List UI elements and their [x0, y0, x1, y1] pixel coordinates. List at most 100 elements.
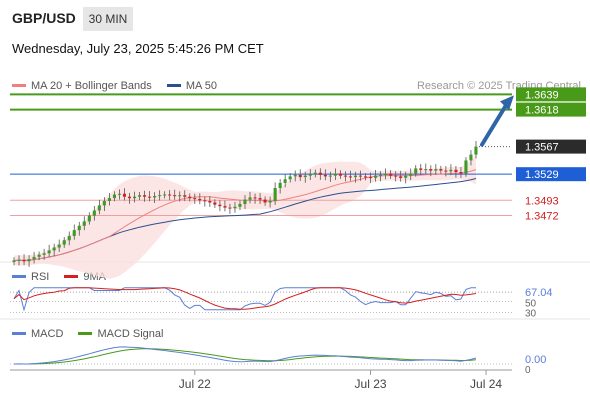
candle-body	[293, 174, 297, 177]
candle-body	[333, 173, 337, 176]
candle-body	[469, 154, 473, 161]
candle-body	[348, 176, 352, 178]
candle-body	[148, 196, 152, 198]
candle	[178, 191, 182, 202]
candle	[303, 171, 307, 183]
candle	[97, 199, 101, 215]
candle-body	[22, 259, 26, 262]
candle	[62, 236, 66, 248]
candle-body	[394, 175, 398, 177]
candle	[459, 167, 463, 178]
candle-body	[474, 146, 478, 155]
candle-body	[414, 168, 418, 174]
candle	[454, 165, 458, 178]
candle-body	[449, 169, 453, 172]
candle	[138, 191, 142, 200]
legend-label-ma20: MA 20 + Bollinger Bands	[31, 80, 152, 92]
candle	[163, 191, 167, 199]
candle	[389, 170, 393, 179]
legend-swatch-ma50	[166, 83, 181, 87]
candle-body	[97, 205, 101, 211]
candle	[77, 221, 81, 236]
candle	[308, 169, 312, 181]
candle	[298, 169, 302, 181]
candle-body	[288, 176, 292, 180]
candle	[117, 189, 121, 200]
candle	[22, 254, 26, 266]
candle	[258, 193, 262, 205]
candle-body	[158, 195, 162, 197]
candle	[394, 171, 398, 182]
candle	[469, 150, 473, 166]
candle-body	[409, 173, 413, 176]
candle	[278, 179, 282, 194]
candle	[243, 195, 247, 209]
candle	[203, 196, 207, 207]
candle-body	[117, 193, 121, 195]
timeframe-badge[interactable]: 30 MIN	[83, 7, 133, 31]
candle	[293, 170, 297, 182]
legend-swatch-9ma	[64, 274, 79, 278]
level-tag	[516, 87, 586, 102]
candle	[253, 193, 257, 204]
candle	[429, 165, 433, 177]
candle-body	[57, 244, 61, 248]
candle	[419, 163, 423, 175]
candle-body	[253, 197, 257, 199]
candle	[17, 255, 21, 266]
bollinger-band	[14, 154, 476, 279]
candle	[464, 157, 468, 177]
legend-item-ma20-bollinger: MA 20 + Bollinger Bands	[12, 80, 155, 92]
candle	[158, 190, 162, 201]
legend-item-rsi: RSI	[12, 271, 52, 283]
candle	[364, 173, 368, 181]
candle	[87, 212, 91, 225]
candle-body	[168, 194, 172, 196]
level-tag-label: 1.3529	[525, 169, 559, 181]
candle-body	[298, 174, 302, 178]
candle-body	[303, 175, 307, 178]
candle	[273, 182, 277, 205]
candle	[318, 168, 322, 180]
candle	[434, 164, 438, 175]
candle-body	[198, 198, 202, 201]
candle	[32, 251, 36, 264]
candle	[208, 196, 212, 207]
rsi-9ma-line	[13, 287, 477, 310]
candle	[173, 189, 177, 200]
legend-label-macd-signal: MACD Signal	[97, 328, 164, 340]
legend-label-ma50: MA 50	[185, 80, 218, 92]
candle-body	[258, 198, 262, 200]
candle	[379, 171, 383, 182]
candle	[122, 188, 126, 201]
candle	[12, 257, 16, 266]
legend-label-macd: MACD	[31, 328, 64, 340]
candle	[168, 190, 172, 201]
candle	[444, 166, 448, 177]
candle	[439, 165, 443, 174]
candle-body	[233, 206, 237, 209]
candle	[133, 191, 137, 203]
candle	[233, 201, 237, 213]
candle-body	[67, 235, 71, 241]
candle-body	[429, 169, 433, 171]
candle-body	[72, 230, 76, 236]
candle-body	[77, 225, 81, 231]
candle-body	[208, 201, 212, 203]
candle-body	[213, 202, 217, 205]
level-tag-label: 1.3639	[525, 89, 559, 101]
candle-body	[203, 200, 207, 202]
candle-body	[238, 203, 242, 207]
candle	[112, 191, 116, 202]
candle-body	[173, 195, 177, 197]
candle-body	[263, 199, 267, 203]
candle	[404, 171, 408, 184]
candle-body	[193, 198, 197, 200]
legend-item-ma50: MA 50	[166, 80, 218, 92]
candle	[42, 248, 46, 260]
candle	[102, 197, 106, 211]
candle-body	[183, 195, 187, 197]
candle	[183, 190, 187, 202]
candle-body	[389, 173, 393, 176]
candle-body	[283, 179, 287, 183]
